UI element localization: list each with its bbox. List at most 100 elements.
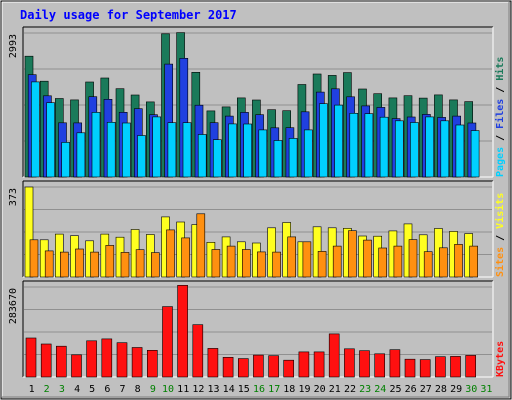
bar-pages-day-1: [31, 81, 40, 178]
legend-visits: Sites / Visits: [494, 193, 506, 277]
x-tick-label: 10: [162, 384, 174, 395]
x-tick-label: 30: [465, 384, 477, 395]
bar-kbytes-day-4: [71, 354, 82, 378]
bar-kbytes-day-12: [192, 324, 204, 378]
x-tick-label: 22: [344, 384, 356, 395]
y-axis-max-label: 283670: [8, 288, 19, 324]
bar-pages-day-3: [61, 142, 71, 178]
bar-pages-day-22: [349, 113, 359, 178]
bar-pages-day-26: [410, 122, 419, 178]
x-tick-label: 21: [329, 384, 341, 395]
legend-entry-files: Files: [494, 99, 506, 129]
bar-sites-day-10: [166, 229, 175, 278]
bar-kbytes-day-17: [268, 355, 279, 378]
x-tick-label: 18: [283, 384, 295, 395]
bar-sites-day-22: [348, 230, 357, 278]
x-tick-label: 25: [389, 384, 401, 395]
x-tick-label: 24: [374, 384, 386, 395]
legend-separator: /: [495, 81, 506, 99]
bar-sites-day-14: [226, 245, 236, 278]
bar-sites-day-30: [469, 245, 479, 278]
bar-kbytes-day-22: [344, 348, 355, 378]
bar-sites-day-12: [196, 213, 206, 278]
bar-kbytes-day-29: [450, 356, 461, 378]
legend-entry-hits: Hits: [494, 57, 506, 81]
bar-kbytes-day-30: [465, 355, 477, 378]
bar-sites-day-18: [287, 236, 297, 278]
bar-pages-day-28: [440, 120, 450, 178]
legend-entry-sites: Sites: [494, 247, 506, 277]
bar-kbytes-day-24: [374, 353, 386, 378]
x-tick-label: 6: [104, 384, 110, 395]
bar-kbytes-day-5: [86, 340, 97, 378]
bar-pages-day-17: [273, 140, 283, 178]
bar-pages-day-29: [455, 124, 465, 178]
bar-sites-day-2: [44, 250, 54, 278]
bar-sites-day-13: [211, 249, 221, 278]
bar-kbytes-day-10: [162, 306, 173, 378]
x-tick-label: 27: [420, 384, 432, 395]
bar-sites-day-3: [59, 251, 69, 278]
bar-pages-day-18: [288, 138, 298, 178]
bar-sites-day-28: [439, 247, 448, 278]
x-tick-label: 19: [298, 384, 310, 395]
bar-pages-day-12: [197, 134, 207, 178]
bar-sites-day-1: [29, 239, 39, 278]
x-tick-label: 7: [119, 384, 125, 395]
x-tick-label: 11: [177, 384, 189, 395]
bar-pages-day-9: [152, 116, 161, 178]
legend-kbytes: KBytes: [495, 341, 506, 377]
y-axis-max-label: 373: [8, 188, 19, 206]
chart-title: Daily usage for September 2017: [20, 8, 237, 22]
legend-entry-visits: Visits: [494, 193, 506, 229]
bar-sites-day-11: [181, 237, 190, 278]
x-tick-label: 1: [29, 384, 35, 395]
bar-sites-day-15: [242, 249, 251, 278]
bar-pages-day-8: [137, 135, 146, 178]
x-tick-label: 3: [59, 384, 65, 395]
panel-hits: 2993 Pages / Files / Hits: [8, 26, 506, 178]
bar-kbytes-day-11: [177, 284, 188, 378]
x-tick-label: 9: [150, 384, 156, 395]
bar-kbytes-day-16: [253, 354, 264, 378]
bar-sites-day-23: [363, 239, 372, 278]
x-tick-label: 17: [268, 384, 280, 395]
bar-pages-day-7: [122, 122, 131, 178]
bar-kbytes-day-27: [419, 359, 431, 378]
bar-pages-day-30: [470, 130, 480, 178]
bar-pages-day-20: [319, 103, 328, 178]
legend-hits: Pages / Files / Hits: [494, 57, 506, 177]
x-tick-label: 23: [359, 384, 371, 395]
x-tick-label: 29: [450, 384, 462, 395]
bar-pages-day-25: [394, 120, 404, 178]
bar-kbytes-day-26: [404, 358, 416, 378]
bar-kbytes-day-2: [40, 343, 52, 378]
bar-pages-day-5: [91, 112, 101, 178]
bar-pages-day-14: [228, 123, 237, 178]
bar-kbytes-day-3: [55, 345, 67, 378]
bar-visits-day-1: [24, 186, 34, 278]
x-tick-label: 12: [192, 384, 204, 395]
bar-kbytes-day-7: [116, 342, 128, 378]
panel-visits: 373 Sites / Visits: [8, 180, 506, 278]
legend-separator: /: [495, 229, 506, 247]
bar-pages-day-4: [76, 132, 86, 178]
bar-sites-day-24: [378, 247, 388, 278]
x-tick-label: 8: [135, 384, 141, 395]
bar-kbytes-day-14: [222, 356, 234, 378]
bar-sites-day-5: [90, 251, 99, 278]
bar-sites-day-9: [151, 252, 160, 278]
bar-sites-day-8: [135, 249, 145, 278]
x-tick-label: 15: [238, 384, 250, 395]
x-axis-labels: 1 2 3 4 5 6 7 8 9 10 11 12 13 14 15 16 17 18 19 20 21 22 23 24 2…: [29, 384, 493, 395]
bar-sites-day-17: [272, 251, 281, 278]
x-tick-label: 28: [435, 384, 447, 395]
bar-kbytes-day-20: [313, 351, 325, 378]
x-tick-label: 2: [44, 384, 50, 395]
bar-sites-day-25: [393, 245, 403, 278]
legend-entry-kbytes: KBytes: [495, 341, 506, 377]
bar-sites-day-4: [75, 248, 84, 278]
bar-pages-day-27: [425, 116, 434, 178]
bar-sites-day-21: [332, 245, 342, 278]
